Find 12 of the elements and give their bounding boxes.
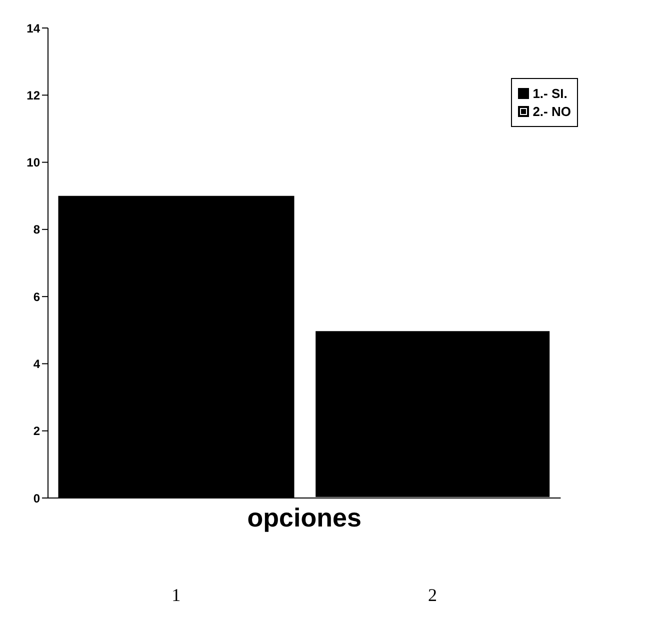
y-tick-label: 12 bbox=[26, 88, 40, 102]
y-tick-label: 6 bbox=[33, 290, 40, 304]
y-tick-label: 8 bbox=[33, 222, 40, 237]
x-tick-label: 1 bbox=[172, 585, 181, 605]
legend-label: 2.- NO bbox=[532, 104, 571, 119]
x-axis-title: opciones bbox=[247, 502, 362, 532]
y-tick-label: 0 bbox=[33, 491, 40, 506]
y-tick-label: 2 bbox=[33, 424, 40, 438]
y-tick-label: 4 bbox=[33, 356, 40, 371]
y-tick-label: 14 bbox=[26, 21, 40, 36]
y-tick-label: 10 bbox=[26, 156, 40, 170]
legend-label: 1.- SI. bbox=[532, 86, 568, 101]
